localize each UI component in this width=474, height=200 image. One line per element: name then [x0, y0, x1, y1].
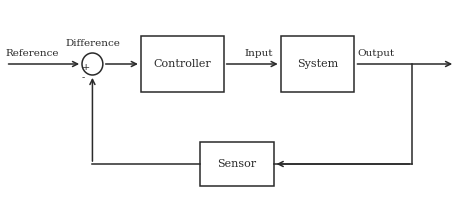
- Text: System: System: [297, 59, 338, 69]
- Bar: [200, 142, 274, 186]
- Bar: [281, 36, 355, 92]
- Ellipse shape: [82, 53, 103, 75]
- Text: Sensor: Sensor: [218, 159, 256, 169]
- Text: +: +: [82, 64, 90, 72]
- Text: Input: Input: [244, 49, 273, 58]
- Bar: [141, 36, 224, 92]
- Text: Difference: Difference: [65, 39, 120, 48]
- Text: Reference: Reference: [6, 49, 59, 58]
- Text: Controller: Controller: [154, 59, 211, 69]
- Text: Output: Output: [358, 49, 395, 58]
- Text: -: -: [82, 73, 85, 82]
